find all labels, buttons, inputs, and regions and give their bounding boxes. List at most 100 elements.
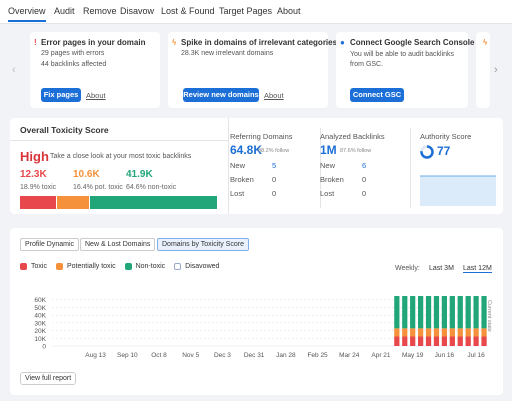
x-tick-label: Apr 21	[371, 352, 391, 359]
bar-segment	[449, 296, 455, 329]
card-button[interactable]: Fix pages	[41, 88, 81, 102]
ring-value	[420, 145, 434, 159]
card-line: 28.3K new irrelevant domains	[181, 50, 274, 57]
x-tick-label: Jun 16	[435, 352, 455, 359]
bar-segment	[481, 328, 487, 337]
x-tick-label: Mar 24	[339, 352, 360, 359]
bar-segment	[449, 328, 455, 337]
report-button[interactable]: View full report	[20, 372, 77, 385]
bar-segment	[449, 336, 455, 346]
bar-segment	[473, 296, 479, 329]
legend-checkbox[interactable]	[174, 263, 182, 270]
toxicity-hint: Take a close look at your most toxic bac…	[50, 153, 192, 160]
legend-label: Disavowed	[185, 263, 220, 270]
bar-segment	[433, 336, 440, 346]
metric-row-value: 0	[362, 175, 367, 184]
report-tab[interactable]: Domains by Toxicity Score	[157, 238, 249, 251]
tab-underline	[8, 20, 46, 22]
section-title: Overall Toxicity Score	[20, 125, 109, 135]
metric-note: 87.6% follow	[340, 148, 372, 154]
card-title: Spike in domains of irrelevant categorie…	[181, 38, 338, 47]
bar-segment	[394, 296, 400, 329]
x-tick-label: Nov 5	[182, 352, 199, 359]
toxic-count: 12.3K	[20, 169, 47, 180]
trend-area	[420, 176, 496, 206]
period-option[interactable]: Last 3M	[429, 265, 454, 272]
y-tick-label: 30K	[34, 320, 46, 327]
toxic-count: 41.9K	[126, 169, 153, 180]
authority-trend	[420, 175, 496, 206]
divider	[410, 128, 411, 208]
tab[interactable]: Remove	[83, 6, 117, 16]
x-tick-label: Feb 25	[307, 352, 328, 359]
toxic-bar	[20, 196, 57, 209]
metric-note: 88.2% follow	[258, 148, 290, 154]
tab[interactable]: Audit	[54, 6, 75, 16]
toxic-share: 18.9% toxic	[20, 184, 57, 191]
carousel-next[interactable]: ›	[494, 64, 498, 76]
metric-row-value: 5	[272, 161, 277, 170]
period-label: Weekly:	[395, 265, 420, 272]
toxic-bar	[89, 196, 217, 209]
x-tick-label: Dec 3	[214, 352, 231, 359]
chart-annotation: Current state	[486, 300, 492, 332]
toxic-count: 10.6K	[73, 169, 100, 180]
metric-row-value: 0	[272, 175, 277, 184]
report-tab[interactable]: New & Lost Domains	[80, 238, 156, 251]
metric-value: 64.8K	[230, 143, 263, 157]
legend-checkbox[interactable]	[124, 263, 132, 270]
metric-row-label: Broken	[230, 175, 254, 184]
card-line: 44 backlinks affected	[41, 61, 107, 68]
bar-segment	[473, 328, 479, 337]
bar-segment	[425, 328, 432, 337]
card-icon: !	[34, 38, 37, 47]
legend-label: Toxic	[31, 263, 47, 270]
bar-segment	[441, 328, 448, 337]
bar-segment	[481, 296, 487, 329]
bar-segment	[402, 296, 408, 329]
metric-row-value: 0	[362, 189, 367, 198]
bar-segment	[410, 328, 416, 337]
metric-row-label: New	[320, 161, 336, 170]
tab[interactable]: Overview	[8, 6, 46, 16]
divider	[228, 118, 229, 214]
x-tick-label: Sep 10	[117, 352, 138, 359]
bar-segment	[465, 328, 471, 337]
summary-panel: Overall Toxicity Score High Take a close…	[10, 118, 503, 214]
card-button[interactable]: Review new domains	[183, 88, 259, 102]
report-tab[interactable]: Profile Dynamic	[20, 238, 80, 251]
card-title: Error pages in your domain	[41, 38, 146, 47]
metric-title: Referring Domains	[230, 132, 293, 141]
x-tick-label: May 19	[402, 352, 424, 359]
tab[interactable]: About	[277, 6, 301, 16]
metric-row-label: Lost	[320, 189, 335, 198]
bar-segment	[441, 296, 448, 329]
card-button[interactable]: Connect GSC	[350, 88, 404, 102]
card: ! Error pages in your domain 29 pages wi…	[30, 32, 160, 108]
tab[interactable]: Target Pages	[219, 6, 273, 16]
card-link[interactable]: About	[86, 91, 106, 100]
card-line: 29 pages with errors	[41, 50, 105, 57]
card: ϟ	[476, 32, 490, 108]
metric-title: Analyzed Backlinks	[320, 132, 385, 141]
metric-row-value: 6	[362, 161, 367, 170]
bar-segment	[410, 296, 416, 329]
period-option[interactable]: Last 12M	[463, 265, 492, 273]
card-link[interactable]: About	[264, 91, 284, 100]
bar-segment	[441, 336, 448, 346]
tab[interactable]: Disavow	[120, 6, 155, 16]
y-tick-label: 10K	[34, 336, 46, 343]
x-tick-label: Jan 28	[276, 352, 296, 359]
bar-segment	[418, 336, 424, 346]
legend-checkbox[interactable]	[55, 263, 63, 270]
card-title: Connect Google Search Console	[350, 38, 475, 47]
divider	[320, 128, 321, 208]
tab[interactable]: Lost & Found	[161, 6, 215, 16]
bar-segment	[410, 336, 416, 346]
bar-segment	[457, 336, 463, 346]
metric-row-value: 0	[272, 189, 277, 198]
legend-label: Non-toxic	[135, 263, 166, 270]
carousel-prev[interactable]: ‹	[12, 64, 16, 76]
legend-checkbox[interactable]	[20, 263, 27, 270]
